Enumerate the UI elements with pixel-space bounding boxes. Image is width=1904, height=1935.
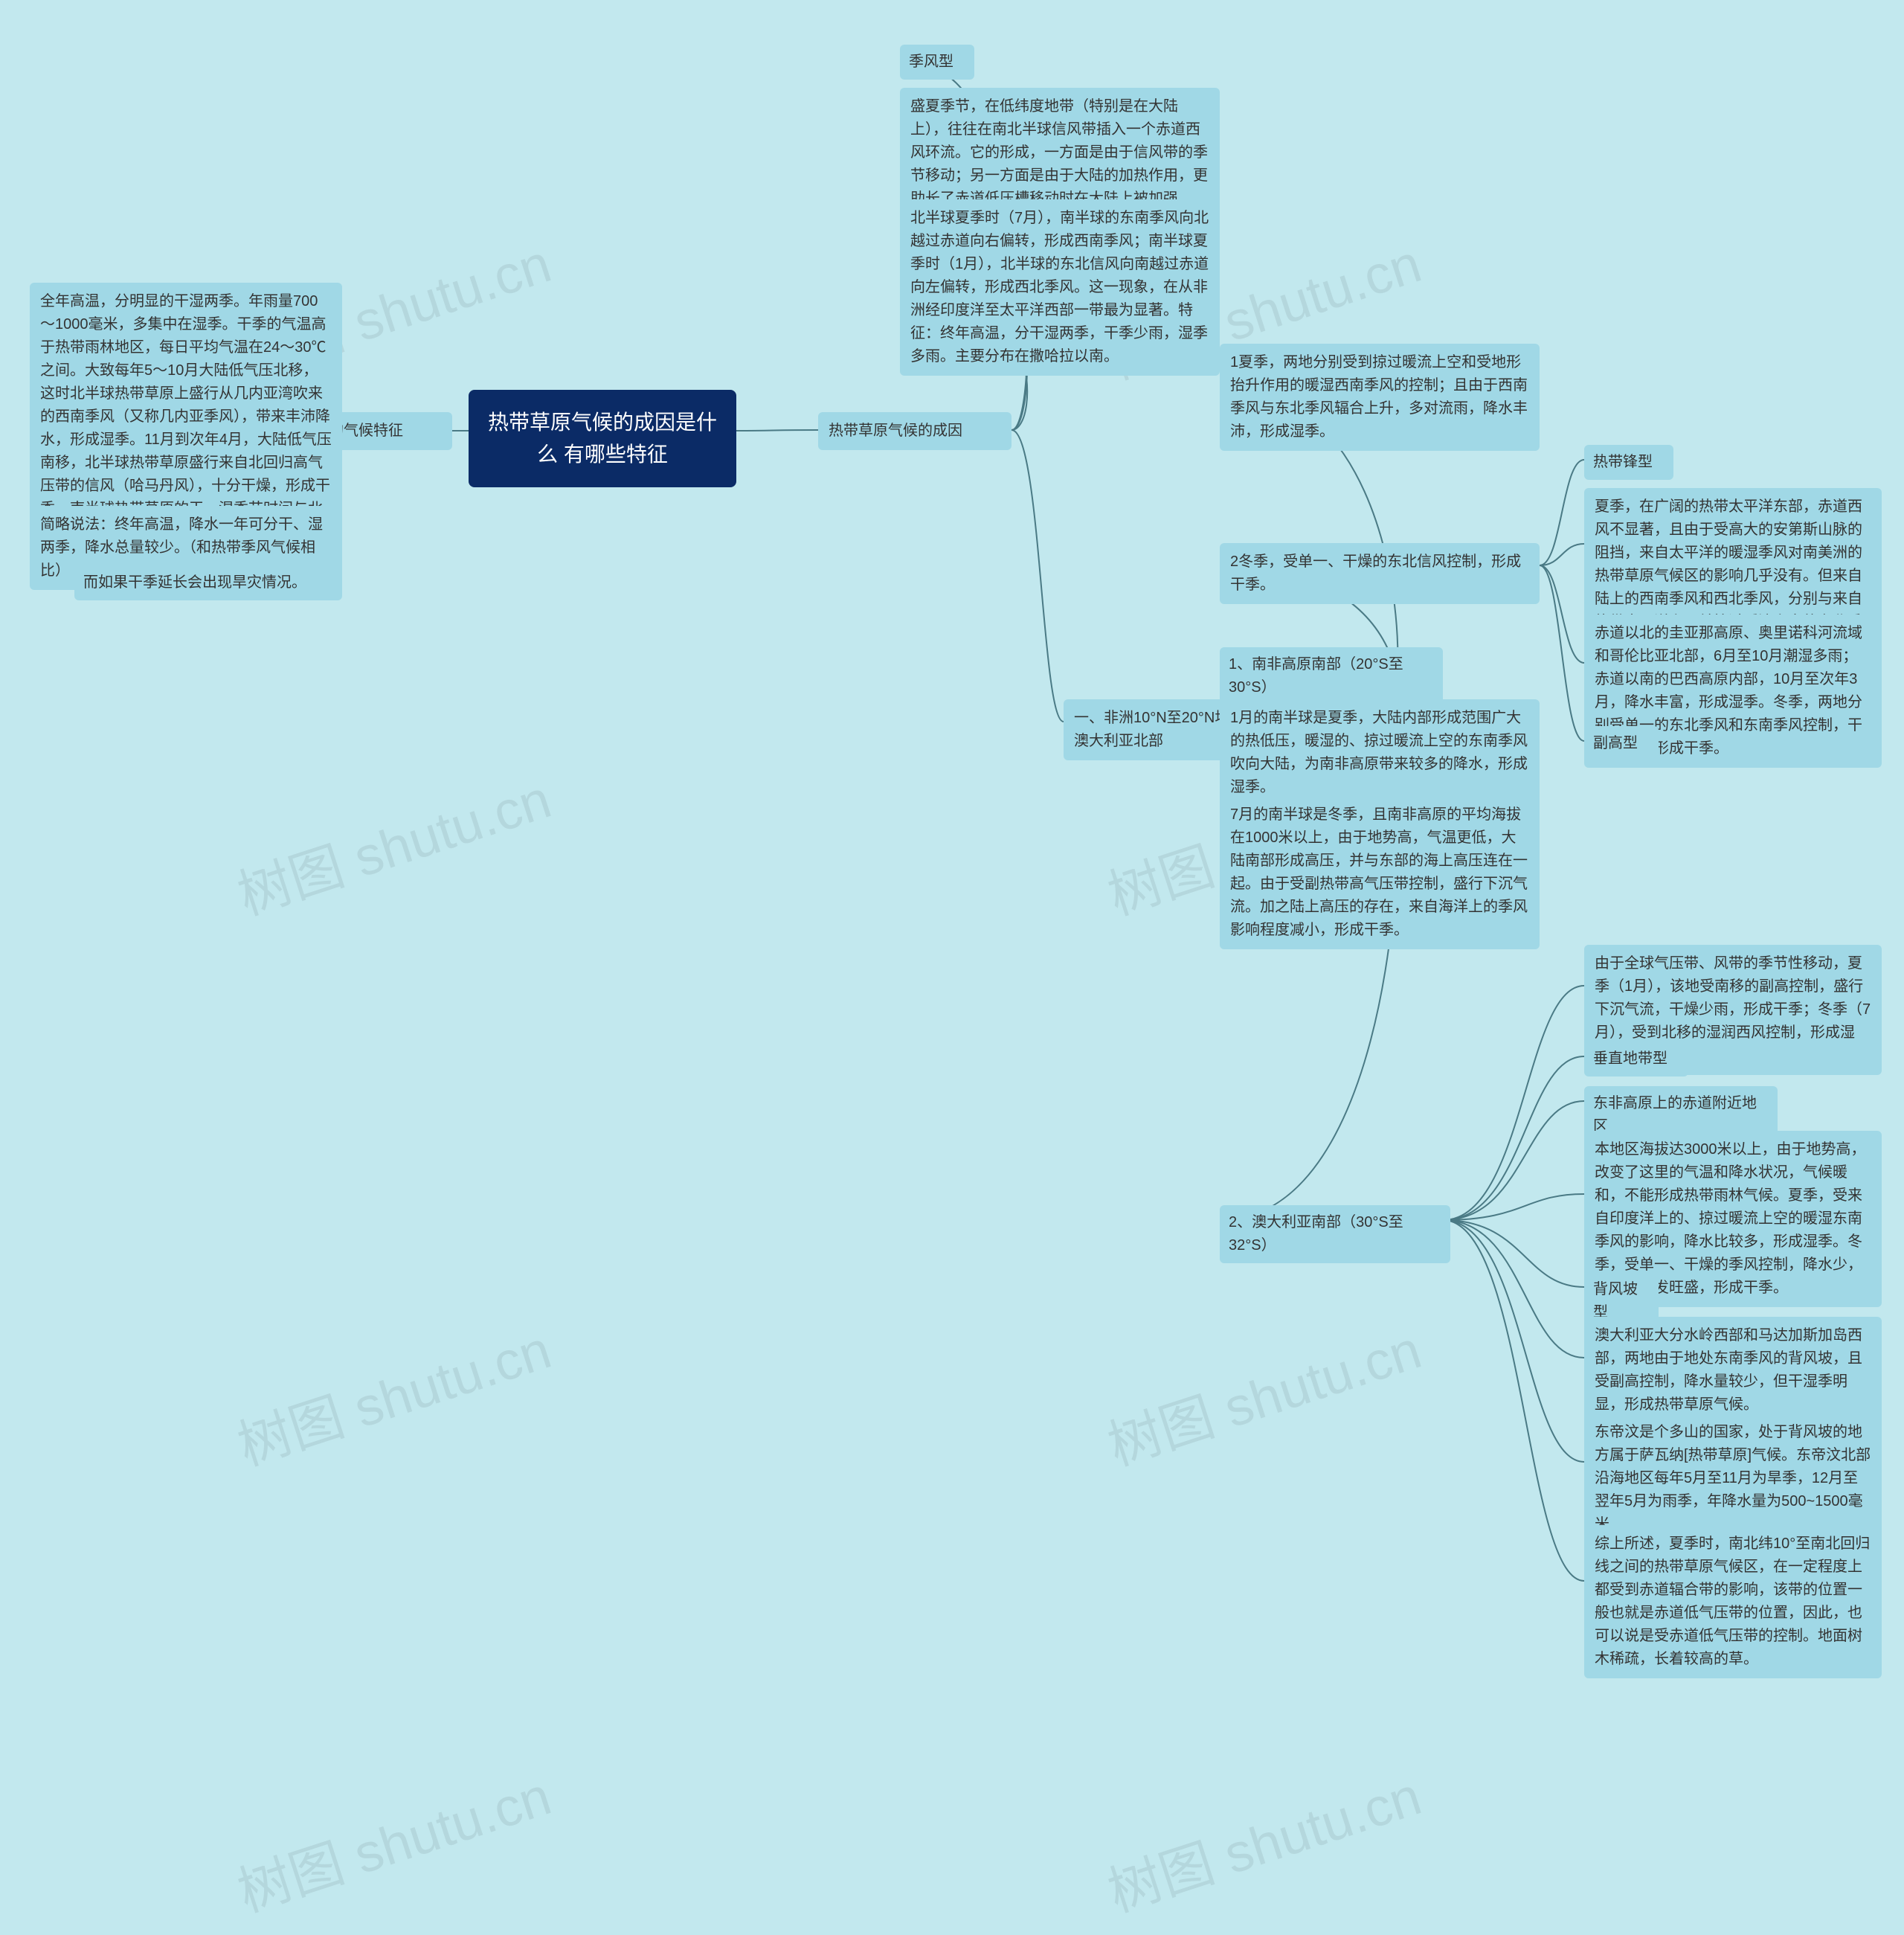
watermark: 树图 shutu.cn <box>226 1752 559 1927</box>
right-child-13: 副高型 <box>1584 726 1659 761</box>
right-child-10: 热带锋型 <box>1584 445 1673 480</box>
right-branch-label: 热带草原气候的成因 <box>818 412 1012 450</box>
right-child-9: 2、澳大利亚南部（30°S至32°S） <box>1220 1205 1450 1263</box>
right-child-3: 1夏季，两地分别受到掠过暖流上空和受地形抬升作用的暖湿西南季风的控制；且由于西南… <box>1220 344 1540 451</box>
watermark: 树图 shutu.cn <box>226 755 559 930</box>
right-child-21: 综上所述，夏季时，南北纬10°至南北回归线之间的热带草原气候区，在一定程度上都受… <box>1584 1525 1882 1678</box>
right-child-20: 东帝汶是个多山的国家，处于背风坡的地方属于萨瓦纳[热带草原]气候。东帝汶北部沿海… <box>1584 1413 1882 1544</box>
right-child-7: 1月的南半球是夏季，大陆内部形成范围广大的热低压，暖湿的、掠过暖流上空的东南季风… <box>1220 699 1540 806</box>
watermark: 树图 shutu.cn <box>1096 1306 1429 1480</box>
watermark: 树图 shutu.cn <box>1096 1752 1429 1927</box>
right-child-19: 澳大利亚大分水岭西部和马达加斯加岛西部，两地由于地处东南季风的背风坡，且受副高控… <box>1584 1317 1882 1424</box>
right-child-0: 季风型 <box>900 45 974 80</box>
right-child-15: 垂直地带型 <box>1584 1042 1688 1076</box>
right-child-4: 2冬季，受单一、干燥的东北信风控制，形成干季。 <box>1220 543 1540 604</box>
left-child-2: 而如果干季延长会出现旱灾情况。 <box>74 565 342 600</box>
watermark: 树图 shutu.cn <box>226 1306 559 1480</box>
right-child-1: 盛夏季节，在低纬度地带（特别是在大陆上），往往在南北半球信风带插入一个赤道西风环… <box>900 88 1220 218</box>
center-node: 热带草原气候的成因是什么 有哪些特征 <box>469 390 736 487</box>
right-child-8: 7月的南半球是冬季，且南非高原的平均海拔在1000米以上，由于地势高，气温更低，… <box>1220 796 1540 949</box>
right-child-2: 北半球夏季时（7月），南半球的东南季风向北越过赤道向右偏转，形成西南季风；南半球… <box>900 199 1220 376</box>
right-child-5: 1、南非高原南部（20°S至30°S） <box>1220 647 1443 705</box>
